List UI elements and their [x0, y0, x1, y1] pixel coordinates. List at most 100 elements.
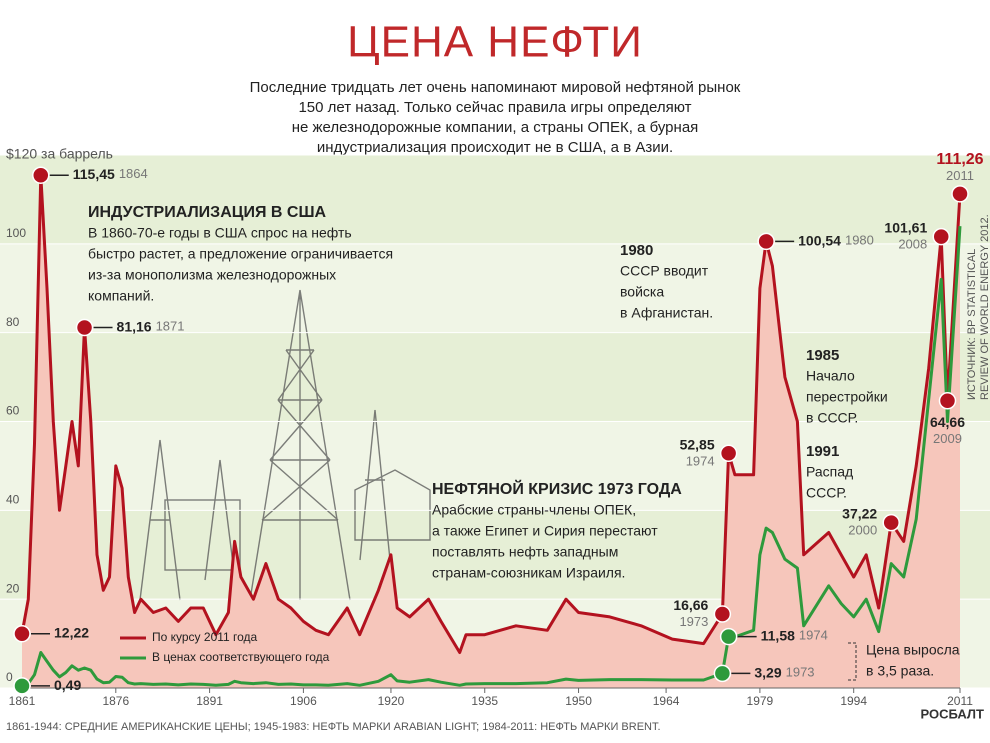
x-tick-label: 1891: [196, 694, 223, 708]
x-tick-label: 1906: [290, 694, 317, 708]
data-label: 0,49: [54, 677, 81, 693]
value-label: 52,85: [680, 436, 715, 452]
annotation-title: ИНДУСТРИАЛИЗАЦИЯ В США: [88, 204, 327, 221]
data-label: 115,45 1864: [73, 166, 148, 182]
annotation-line: СССР вводит: [620, 263, 709, 279]
annotation-title: 1985: [806, 347, 839, 364]
plot: 0 20 40 60 80 100 $120 за баррель 1861 1876 1891 1…: [0, 146, 990, 733]
annotation-line: Начало: [806, 368, 855, 384]
data-point: [13, 624, 31, 643]
annotation-line: Распад: [806, 464, 853, 480]
annotation-line: перестройки: [806, 389, 888, 405]
y-tick-label: 60: [6, 404, 20, 418]
value-label: 12,22: [54, 624, 89, 640]
x-tick-label: 1964: [653, 694, 680, 708]
chart-title: ЦЕНА НЕФТИ: [347, 18, 643, 67]
x-tick-label: 1979: [747, 694, 774, 708]
annotation-line: войска: [620, 284, 664, 300]
data-point: [75, 318, 94, 337]
data-label: 100,54 1980: [798, 232, 874, 248]
x-tick-label: 1935: [471, 694, 498, 708]
value-label: 37,22: [842, 505, 877, 521]
x-tick-label: 1861: [9, 694, 36, 708]
year-label: 2011: [946, 168, 974, 183]
data-point: [713, 664, 732, 683]
subtitle-line: индустриализация происходит не в США, а …: [317, 139, 673, 156]
watermark: РОСБАЛТ: [921, 706, 985, 721]
annotation-line: компаний.: [88, 288, 154, 304]
footnote: 1861-1944: СРЕДНИЕ АМЕРИКАНСКИЕ ЦЕНЫ; 19…: [6, 721, 661, 733]
annotation-line: быстро растет, а предложение ограничивае…: [88, 246, 393, 262]
annotation-line: в 3,5 раза.: [866, 663, 934, 679]
annotation-line: Арабские страны-члены ОПЕК,: [432, 502, 636, 518]
data-label: 11,58 1974: [761, 627, 828, 643]
data-point: [951, 185, 969, 203]
line: [20, 173, 962, 654]
annotation-title: 1991: [806, 443, 839, 460]
data-label: 111,26 2011: [936, 151, 983, 183]
annotation-line: в СССР.: [806, 410, 858, 426]
data-label: 81,16 1871: [117, 318, 185, 334]
data-point: [13, 677, 31, 695]
value-label: 81,16: [117, 318, 152, 334]
data-point: [713, 605, 732, 623]
plot-band: [0, 243, 990, 333]
plot-band: [0, 421, 990, 511]
value-label: 111,26: [936, 151, 983, 168]
legend-label: По курсу 2011 года: [152, 630, 258, 644]
value-label: 3,29: [754, 664, 781, 680]
annotation-title: НЕФТЯНОЙ КРИЗИС 1973 ГОДА: [432, 479, 682, 498]
legend-label: В ценах соответствующего года: [152, 650, 330, 664]
y-tick-label: $120 за баррель: [6, 146, 113, 162]
value-label: 11,58: [761, 627, 795, 643]
subtitle-line: не железнодорожные компании, а страны ОП…: [292, 119, 699, 136]
year-label: 1980: [845, 233, 874, 248]
annotation-line: а также Египет и Сирия перестают: [432, 523, 658, 539]
data-point: [938, 392, 957, 410]
year-label: 1864: [119, 167, 148, 182]
year-label: 2000: [848, 523, 877, 538]
x-tick-label: 2011: [947, 694, 973, 708]
line: [21, 226, 962, 688]
year-label: 1973: [786, 665, 815, 680]
year-label: 1871: [156, 319, 185, 334]
source-note: REVIEW OF WORLD ENERGY 2012.: [979, 214, 990, 400]
y-tick-label: 20: [6, 581, 20, 595]
annotation-line: из-за монополизма железнодорожных: [88, 267, 336, 283]
y-tick-label: 80: [6, 315, 20, 329]
data-label: 16,66 1973: [673, 597, 708, 630]
bracket: [848, 642, 857, 681]
value-label: 101,61: [884, 219, 927, 235]
data-label: 12,22: [54, 624, 89, 640]
data-point: [882, 513, 900, 532]
year-label: 1974: [686, 454, 715, 469]
y-tick-label: 0: [6, 670, 13, 684]
data-point: [719, 444, 738, 463]
x-tick-label: 1920: [378, 694, 405, 708]
data-point: [932, 227, 950, 246]
value-label: 16,66: [673, 597, 708, 613]
annotation-line: странам-союзникам Израиля.: [432, 565, 625, 581]
subtitle: Последние тридцать лет очень напоминают …: [250, 79, 741, 156]
subtitle-line: 150 лет назад. Только сейчас правила игр…: [298, 99, 691, 116]
year-label: 1974: [799, 628, 828, 643]
annotation-line: в Афганистан.: [620, 305, 713, 321]
annotation-title: Цена выросла: [866, 642, 960, 658]
data-label: 101,61 2008: [884, 219, 927, 252]
x-tick-label: 1876: [102, 694, 129, 708]
annotation-title: 1980: [620, 242, 653, 259]
value-label: 100,54: [798, 232, 841, 248]
annotation-line: В 1860-70-е годы в США спрос на нефть: [88, 225, 352, 241]
data-point: [757, 232, 775, 251]
data-label: 64,66 2009: [930, 414, 965, 447]
annotation-line: СССР.: [806, 485, 847, 501]
annotation-line: поставлять нефть западным: [432, 544, 618, 560]
year-label: 2008: [898, 237, 927, 252]
data-label: 37,22 2000: [842, 505, 877, 538]
x-tick-label: 1950: [565, 694, 592, 708]
oil-rig-illustration: [139, 289, 431, 601]
y-tick-label: 100: [6, 226, 26, 240]
year-label: 2009: [933, 431, 962, 446]
value-label: 0,49: [54, 677, 81, 693]
